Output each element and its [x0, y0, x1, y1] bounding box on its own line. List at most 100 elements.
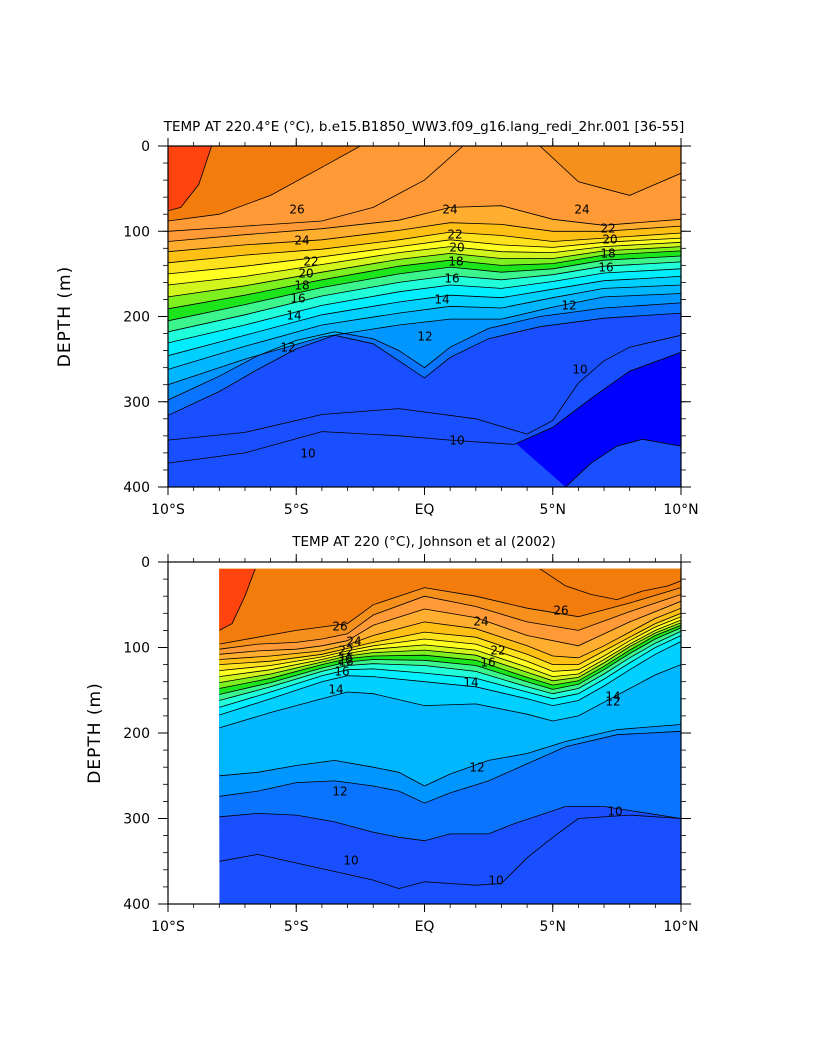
contour-label: 10 [300, 447, 315, 461]
x-tick-label: EQ [415, 919, 435, 935]
isotherm-line [168, 146, 212, 212]
contour-label: 10 [449, 434, 464, 448]
isotherm-line [219, 612, 682, 665]
isotherm-line [219, 568, 256, 631]
y-axis-label: DEPTH (m) [85, 682, 105, 783]
contour-label: 12 [561, 299, 576, 313]
observed-temperature-panel: TEMP AT 220 (°C), Johnson et al (2002) 2… [85, 534, 699, 935]
isotherm-line [539, 146, 681, 196]
contour-label: 16 [598, 261, 613, 275]
isotherm-line [219, 630, 682, 701]
contour-label: 22 [600, 222, 615, 236]
isotherm-line [219, 806, 682, 842]
isotherm-line [539, 568, 682, 601]
x-tick-label: EQ [415, 502, 435, 518]
contour-label: 12 [417, 330, 432, 344]
y-tick-label: 300 [123, 395, 150, 411]
contour-label: 14 [434, 293, 449, 307]
contour-label: 12 [280, 341, 295, 355]
isotherm-line [219, 587, 682, 645]
isotherm-line [168, 334, 681, 441]
contour-label: 20 [449, 241, 464, 255]
isotherm-line [219, 607, 682, 660]
isotherm-line [168, 222, 681, 253]
temperature-band [219, 568, 256, 631]
temperature-band [168, 146, 212, 211]
x-tick-label: 10°N [663, 502, 698, 518]
contour-label: 12 [469, 761, 484, 775]
isotherm-line [219, 730, 682, 804]
x-tick-label: 5°S [284, 919, 309, 935]
isotherm-line [219, 616, 682, 672]
y-tick-label: 400 [123, 480, 150, 496]
isotherm-line [168, 146, 464, 232]
temperature-field [168, 146, 681, 487]
isotherm-line [219, 622, 682, 683]
y-tick-label: 400 [123, 897, 150, 913]
x-tick-label: 5°N [540, 502, 566, 518]
contour-label: 10 [607, 805, 622, 819]
isotherm-line [219, 624, 682, 689]
isotherm-line [168, 268, 681, 344]
panel-title: TEMP AT 220 (°C), Johnson et al (2002) [291, 534, 556, 550]
isotherm-line [219, 619, 682, 678]
contour-label: 24 [442, 203, 457, 217]
contour-label: 24 [574, 203, 589, 217]
x-tick-label: 5°N [540, 919, 566, 935]
isotherm-line [219, 627, 682, 695]
contour-label: 14 [286, 309, 301, 323]
isotherm-line [168, 351, 681, 464]
isotherm-line [168, 231, 681, 264]
temperature-band [539, 146, 681, 196]
contour-label: 20 [602, 233, 617, 247]
contour-label: 22 [490, 644, 505, 658]
isotherm-line [168, 250, 681, 310]
isotherm-line [168, 237, 681, 275]
isotherm-line [219, 635, 682, 708]
temperature-band [168, 146, 361, 221]
contour-label: 24 [473, 615, 488, 629]
isotherm-line [219, 594, 682, 650]
isotherm-line [168, 293, 681, 386]
contour-label: 16 [290, 292, 305, 306]
contour-label: 22 [303, 255, 318, 269]
contour-label: 14 [328, 683, 343, 697]
isotherm-line [168, 261, 681, 333]
contour-label: 18 [448, 255, 463, 269]
temperature-field [219, 568, 682, 904]
y-tick-label: 100 [123, 224, 150, 240]
contour-label: 14 [463, 676, 478, 690]
isotherm-line [168, 146, 361, 222]
isotherm-line [219, 664, 682, 729]
contour-label: 26 [553, 604, 568, 618]
contour-label: 20 [298, 267, 313, 281]
y-tick-label: 100 [123, 641, 150, 657]
contour-label: 10 [343, 854, 358, 868]
isotherm-line [219, 724, 682, 787]
contour-label: 16 [334, 665, 349, 679]
isotherm-line [168, 205, 681, 242]
isotherm-line [565, 438, 681, 487]
isotherm-line [168, 284, 681, 370]
temperature-band [539, 568, 682, 600]
contour-label: 16 [480, 656, 495, 670]
y-tick-label: 300 [123, 812, 150, 828]
x-tick-label: 10°N [663, 919, 698, 935]
contour-label: 18 [294, 279, 309, 293]
contour-label: 26 [332, 620, 347, 634]
contour-label: 10 [572, 363, 587, 377]
contour-label: 18 [338, 655, 353, 669]
y-tick-label: 200 [123, 310, 150, 326]
contour-label: 12 [605, 695, 620, 709]
contour-label: 10 [488, 874, 503, 888]
isotherm-line [168, 276, 681, 357]
y-tick-label: 0 [141, 555, 150, 571]
isotherm-line [168, 255, 681, 322]
contour-label: 22 [447, 228, 462, 242]
isotherm-line [168, 241, 681, 286]
contour-label: 18 [600, 247, 615, 261]
isotherm-line [219, 600, 682, 655]
isotherm-line [168, 312, 681, 416]
y-axis-label: DEPTH (m) [55, 266, 75, 367]
